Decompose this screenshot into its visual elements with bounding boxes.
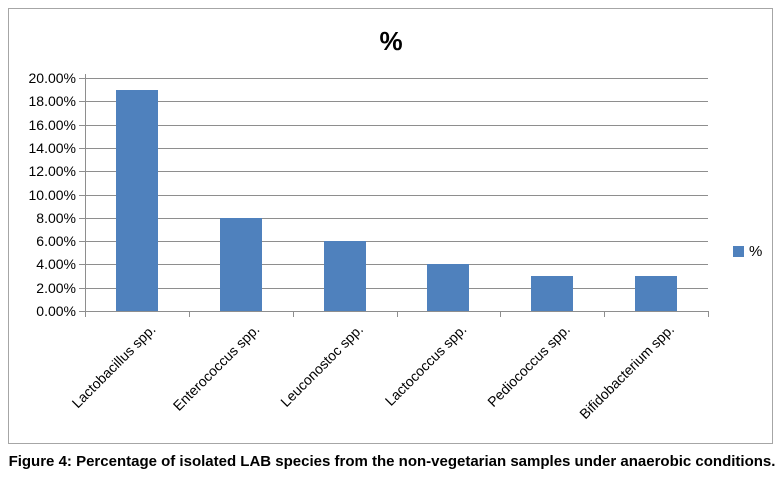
y-axis-tick-label: 6.00% xyxy=(36,233,76,249)
gridline-2pct xyxy=(85,288,708,289)
y-axis-tick xyxy=(79,148,85,149)
gridline-4pct xyxy=(85,264,708,265)
y-axis-tick-label: 18.00% xyxy=(28,93,76,109)
legend-label: % xyxy=(749,243,763,260)
gridline-8pct xyxy=(85,218,708,219)
y-axis-tick-label: 8.00% xyxy=(36,210,76,226)
x-axis-tick xyxy=(604,312,605,317)
gridline-6pct xyxy=(85,241,708,242)
bar-lactococcus-spp xyxy=(427,264,469,311)
y-axis-tick xyxy=(79,101,85,102)
y-axis-tick xyxy=(79,218,85,219)
y-axis-tick-label: 4.00% xyxy=(36,256,76,272)
y-axis-tick xyxy=(79,241,85,242)
y-axis-tick-label: 0.00% xyxy=(36,303,76,319)
y-axis-tick-label: 14.00% xyxy=(28,140,76,156)
y-axis-tick-label: 12.00% xyxy=(28,163,76,179)
gridline-14pct xyxy=(85,148,708,149)
x-axis-tick xyxy=(85,312,86,317)
y-axis-tick xyxy=(79,288,85,289)
bar-enterococcus-spp xyxy=(220,218,262,311)
gridline-12pct xyxy=(85,171,708,172)
y-axis-tick xyxy=(79,78,85,79)
x-axis-tick xyxy=(293,312,294,317)
y-axis-tick-label: 20.00% xyxy=(28,70,76,86)
figure-caption: Figure 4: Percentage of isolated LAB spe… xyxy=(8,453,776,470)
gridline-10pct xyxy=(85,195,708,196)
y-axis-tick xyxy=(79,311,85,312)
y-axis-tick xyxy=(79,264,85,265)
y-axis-tick-label: 2.00% xyxy=(36,280,76,296)
legend: % xyxy=(733,244,762,259)
gridline-16pct xyxy=(85,125,708,126)
y-axis-tick-label: 10.00% xyxy=(28,187,76,203)
y-axis-tick-label: 16.00% xyxy=(28,117,76,133)
gridline-18pct xyxy=(85,101,708,102)
legend-swatch xyxy=(733,246,744,257)
bar-leuconostoc-spp xyxy=(324,241,366,311)
chart-title: % xyxy=(379,26,403,56)
y-axis-tick xyxy=(79,171,85,172)
y-axis-line xyxy=(85,74,86,311)
bar-lactobacillus-spp xyxy=(116,90,158,311)
x-axis-line xyxy=(85,311,709,312)
y-axis-tick xyxy=(79,125,85,126)
bar-bifidobacterium-spp xyxy=(635,276,677,311)
x-axis-tick xyxy=(397,312,398,317)
x-axis-tick xyxy=(708,312,709,317)
y-axis-tick xyxy=(79,195,85,196)
gridline-20pct xyxy=(85,78,708,79)
x-axis-tick xyxy=(189,312,190,317)
bar-pediococcus-spp xyxy=(531,276,573,311)
x-axis-tick xyxy=(500,312,501,317)
